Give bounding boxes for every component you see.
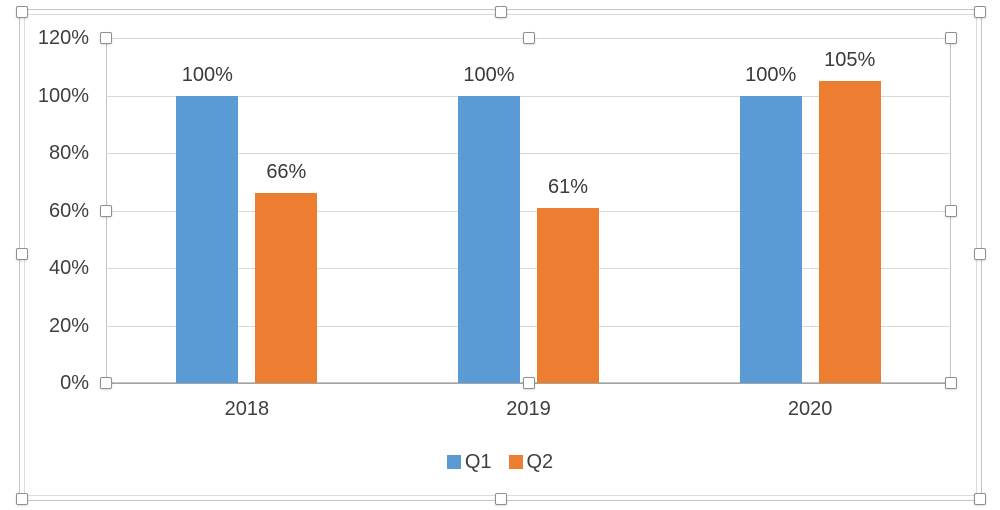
value-axis-tick-label: 40%: [48, 257, 89, 279]
data-label-q1-2019: 100%: [463, 63, 515, 86]
plot-area-resize-handle-bottom-center[interactable]: [522, 377, 535, 389]
plot-area-resize-handle-middle-left[interactable]: [100, 204, 112, 217]
value-axis-tick-label: 80%: [48, 142, 89, 164]
plot-area-resize-handle-top-center[interactable]: [522, 32, 535, 44]
chart-frame-resize-handle-bottom-center[interactable]: [494, 492, 507, 505]
value-axis-tick-label: 100%: [37, 84, 89, 107]
chart-frame-resize-handle-bottom-right[interactable]: [973, 492, 986, 505]
chart-frame-resize-handle-top-center[interactable]: [494, 5, 507, 18]
legend-label-q2: Q2: [526, 451, 554, 473]
plot-area-resize-handle-middle-right[interactable]: [945, 204, 957, 217]
chart-frame-resize-handle-middle-right[interactable]: [973, 248, 986, 260]
legend-item-q1[interactable]: Q1: [446, 451, 492, 473]
data-label-q2-2018: 66%: [266, 161, 307, 184]
chart-frame-resize-handle-top-left[interactable]: [15, 5, 28, 18]
gridline: [106, 95, 951, 97]
bar-q2-2019[interactable]: [537, 207, 599, 383]
category-axis-label-2019: 2019: [506, 398, 551, 420]
bar-q1-2020[interactable]: [739, 95, 802, 383]
legend-label-q1: Q1: [464, 451, 492, 473]
gridline: [106, 153, 951, 154]
plot-area-resize-handle-bottom-left[interactable]: [100, 377, 112, 389]
chart-frame-resize-handle-bottom-left[interactable]: [15, 492, 28, 505]
value-axis-tick-label: 120%: [37, 27, 89, 49]
gridline: [106, 210, 951, 212]
chart-frame-resize-handle-top-right[interactable]: [973, 5, 986, 18]
value-axis-tick-label: 20%: [48, 314, 89, 337]
category-axis-label-2018: 2018: [224, 398, 270, 420]
plot-area-resize-handle-bottom-right[interactable]: [945, 377, 957, 389]
bar-q1-2019[interactable]: [458, 95, 520, 383]
legend-swatch-q1: [446, 455, 461, 469]
plot-area-resize-handle-top-left[interactable]: [100, 32, 112, 44]
legend-swatch-q2: [508, 455, 523, 469]
bar-q2-2018[interactable]: [255, 193, 318, 383]
gridline: [106, 268, 951, 269]
legend-item-q2[interactable]: Q2: [508, 451, 554, 473]
plot-area-resize-handle-top-right[interactable]: [945, 32, 957, 44]
value-axis-tick-label: 60%: [48, 199, 89, 222]
bar-q1-2018[interactable]: [176, 95, 239, 383]
gridline: [106, 325, 951, 327]
legend[interactable]: Q1 Q2: [0, 450, 1000, 474]
category-axis-label-2020: 2020: [787, 398, 833, 420]
data-label-q2-2020: 105%: [824, 49, 876, 72]
data-label-q2-2019: 61%: [547, 175, 589, 198]
chart-frame-resize-handle-middle-left[interactable]: [15, 248, 28, 260]
value-axis-tick-label: 0%: [60, 372, 89, 394]
data-label-q1-2018: 100%: [181, 63, 233, 86]
bar-q2-2020[interactable]: [818, 81, 881, 383]
data-label-q1-2020: 100%: [745, 63, 797, 86]
